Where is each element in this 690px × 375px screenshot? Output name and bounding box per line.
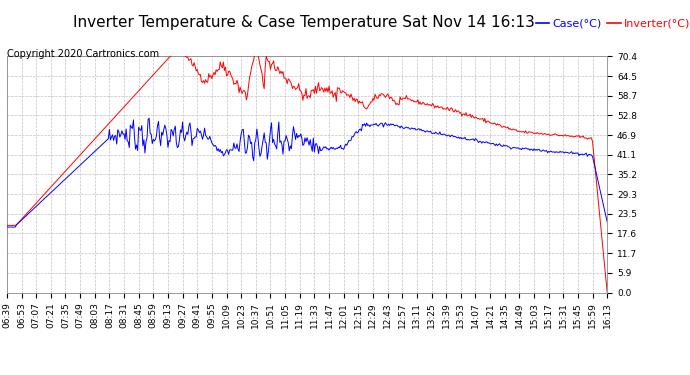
Text: Copyright 2020 Cartronics.com: Copyright 2020 Cartronics.com [7,49,159,59]
Legend: Case(°C), Inverter(°C): Case(°C), Inverter(°C) [531,15,690,33]
Text: Inverter Temperature & Case Temperature Sat Nov 14 16:13: Inverter Temperature & Case Temperature … [72,15,535,30]
